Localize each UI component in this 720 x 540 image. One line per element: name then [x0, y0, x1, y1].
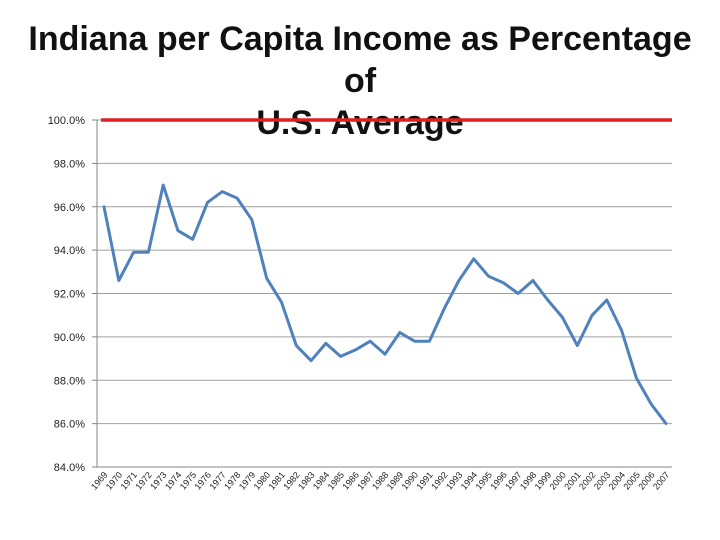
series-line: [102, 183, 668, 426]
y-tick-label: 86.0%: [54, 419, 85, 431]
y-tick-label: 100.0%: [48, 115, 86, 127]
gridlines: [92, 119, 672, 468]
y-tick-label: 96.0%: [54, 202, 85, 214]
y-tick-label: 90.0%: [54, 332, 85, 344]
y-tick-label: 92.0%: [54, 289, 85, 301]
y-axis-ticks: 84.0% 86.0% 88.0% 90.0% 92.0% 94.0% 96.0% 98.0%…: [48, 115, 86, 474]
series-group: [102, 183, 668, 426]
chart-title-line-2: U.S. Average: [256, 104, 464, 142]
chart-title-line-1: Indiana per Capita Income as Percentage …: [28, 20, 692, 100]
y-tick-label: 88.0%: [54, 375, 85, 387]
x-tick-label: 2007: [651, 470, 672, 492]
y-tick-label: 94.0%: [54, 245, 85, 257]
y-tick-label: 84.0%: [54, 462, 85, 474]
x-axis-ticks: 1969197019711972197319741975197619771978…: [89, 470, 672, 492]
chart-title: Indiana per Capita Income as Percentage …: [20, 18, 700, 144]
y-tick-label: 98.0%: [54, 158, 85, 170]
